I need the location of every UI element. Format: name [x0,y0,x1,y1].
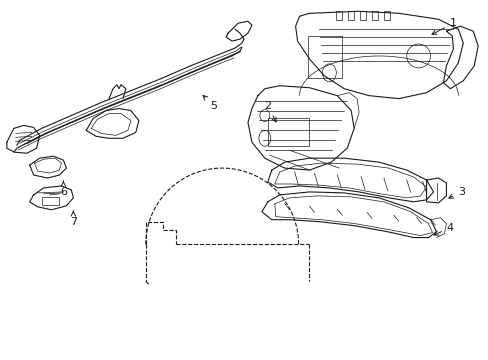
Text: 2: 2 [264,100,275,122]
Bar [371,11,377,20]
Bar [307,36,342,78]
Text: 4: 4 [433,222,453,235]
Bar [336,11,342,20]
Text: 6: 6 [60,181,67,197]
Text: 3: 3 [448,187,464,198]
Bar [359,11,366,20]
Bar [347,11,353,20]
Text: 5: 5 [203,95,216,111]
Bar [41,197,60,205]
Text: 1: 1 [431,18,456,34]
Bar [267,118,309,146]
Text: 7: 7 [70,211,77,227]
Bar [383,11,389,20]
